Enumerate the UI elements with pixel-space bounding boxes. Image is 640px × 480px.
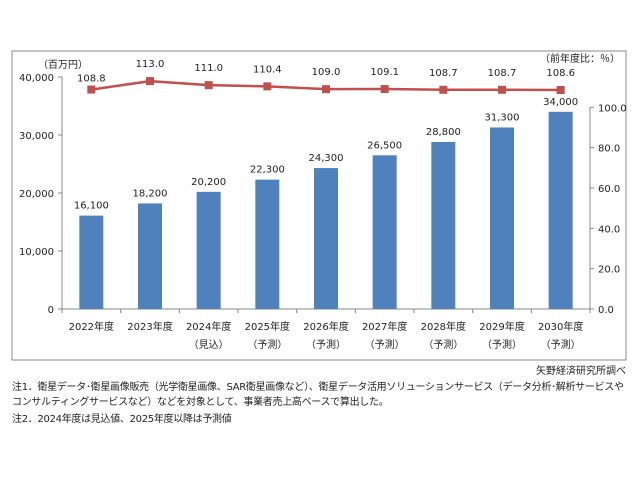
bar (138, 203, 162, 309)
x-tick-sublabel: （見込） (189, 339, 229, 351)
line-marker (556, 85, 565, 94)
line-marker (498, 85, 506, 94)
bar-value-label: 34,000 (543, 97, 578, 108)
bar (431, 141, 456, 309)
bar-value-label: 28,800 (426, 127, 461, 138)
x-tick-label: 2026年度 (303, 320, 348, 333)
right-tick-label: 100.0 (598, 103, 627, 114)
chart-frame (11, 50, 627, 361)
line-marker (87, 85, 96, 94)
line-value-label: 111.0 (194, 63, 223, 74)
left-tick-label: 20,000 (19, 189, 54, 200)
line-marker (322, 85, 330, 94)
source-label: 矢野経済研究所調べ (536, 366, 626, 377)
x-tick-label: 2023年度 (127, 320, 172, 333)
bar (255, 179, 280, 309)
line-value-label: 109.0 (312, 67, 341, 78)
bar-value-label: 16,100 (74, 201, 109, 212)
bar (548, 111, 573, 309)
x-tick-label: 2024年度 (186, 320, 231, 333)
line-value-label: 113.0 (136, 59, 165, 70)
line-value-label: 108.6 (546, 68, 575, 79)
left-tick-label: 0 (48, 305, 54, 316)
note-1-cont: コンサルティングサービスなど）などを対象として、事業者売上高ベースで算出した。 (12, 397, 389, 408)
note-1: 注1．衛星データ･衛星画像販売（光学衛星画像、SAR衛星画像など）、衛星データ活… (12, 382, 624, 393)
line-value-label: 108.7 (488, 68, 517, 79)
bar (79, 215, 104, 309)
bar-value-label: 24,300 (309, 153, 344, 164)
line-marker (146, 77, 154, 86)
x-tick-sublabel: （予測） (306, 338, 346, 351)
left-tick-label: 30,000 (19, 131, 54, 142)
x-tick-label: 2030年度 (538, 320, 583, 333)
left-tick-label: 10,000 (19, 247, 54, 258)
bar (314, 168, 338, 309)
line-value-label: 108.7 (429, 68, 458, 79)
right-tick-label: 80.0 (598, 144, 620, 155)
line-value-label: 108.8 (77, 74, 106, 85)
right-tick-label: 60.0 (598, 184, 620, 195)
line-marker (439, 85, 448, 94)
x-tick-sublabel: （予測） (423, 338, 463, 351)
right-axis-unit: （前年度比：％） (540, 52, 620, 65)
x-tick-label: 2027年度 (362, 320, 407, 333)
right-tick-label: 20.0 (598, 265, 620, 276)
x-tick-label: 2022年度 (69, 320, 114, 333)
right-tick-label: 40.0 (598, 224, 620, 235)
line-value-label: 110.4 (253, 64, 282, 75)
x-tick-label: 2028年度 (421, 320, 466, 333)
note-2: 注2．2024年度は見込値、2025年度以降は予測値 (12, 414, 232, 425)
bar-value-label: 20,200 (191, 177, 226, 188)
line-marker (204, 81, 213, 90)
bar (196, 191, 221, 309)
x-tick-label: 2029年度 (479, 320, 524, 333)
x-tick-label: 2025年度 (245, 320, 290, 333)
line-value-label: 109.1 (370, 67, 399, 78)
bar-value-label: 26,500 (367, 140, 402, 151)
right-tick-label: 0.0 (598, 305, 614, 316)
left-tick-label: 40,000 (19, 73, 54, 84)
x-tick-sublabel: （予測） (541, 338, 581, 351)
bar (372, 155, 397, 309)
line-marker (380, 84, 389, 93)
bar-value-label: 31,300 (485, 112, 520, 123)
x-tick-sublabel: （予測） (247, 338, 287, 351)
line-marker (263, 82, 272, 91)
bar-value-label: 18,200 (133, 188, 168, 199)
x-tick-sublabel: （予測） (482, 338, 522, 351)
bar-value-label: 22,300 (250, 165, 285, 176)
bar (490, 127, 514, 310)
left-axis-unit: （百万円） (38, 59, 88, 71)
x-tick-sublabel: （予測） (365, 338, 405, 351)
